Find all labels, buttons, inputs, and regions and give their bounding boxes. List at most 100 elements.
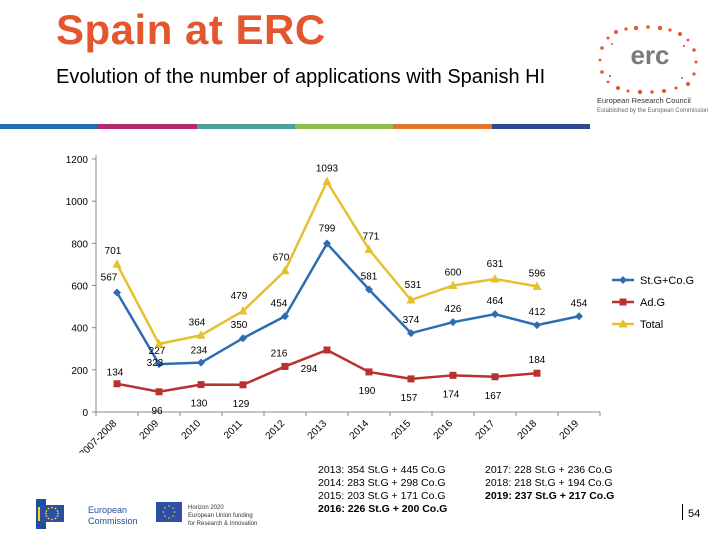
data-point	[239, 334, 247, 343]
note-line: 2019: 237 St.G + 217 Co.G	[485, 490, 615, 502]
erc-logo-icon	[598, 25, 698, 95]
data-point	[281, 312, 289, 321]
data-point	[407, 329, 415, 338]
data-label: 670	[273, 253, 290, 264]
data-point	[406, 295, 416, 304]
data-label: 412	[529, 307, 546, 318]
data-point	[365, 285, 373, 294]
footer-logos: European Commission Horizon 2020 Europea…	[36, 499, 257, 529]
data-label: 234	[191, 346, 208, 357]
note-line: 2017: 228 St.G + 236 Co.G	[485, 464, 613, 476]
page-number: 54	[688, 508, 701, 520]
commission-line2: Commission	[88, 516, 138, 526]
data-label: 323	[147, 358, 164, 369]
data-label: 454	[571, 298, 588, 309]
legend-marker	[618, 319, 628, 328]
data-label: 157	[401, 393, 418, 404]
logo-tagline: Established by the European Commission	[597, 108, 709, 114]
page-divider	[682, 504, 683, 520]
data-point	[449, 371, 457, 379]
slide-title: Spain at ERC	[56, 6, 326, 53]
data-label: 364	[189, 317, 206, 328]
data-point	[238, 306, 248, 315]
data-point	[533, 369, 541, 377]
data-label: 464	[487, 296, 504, 307]
series-line-total	[115, 178, 538, 346]
data-label: 174	[443, 389, 460, 400]
legend-marker	[619, 276, 627, 284]
data-point	[575, 312, 583, 321]
data-point	[154, 338, 164, 348]
data-label: 567	[101, 272, 118, 283]
data-point	[112, 259, 122, 268]
data-label: 581	[361, 272, 378, 283]
note-line: 2014: 283 St.G + 298 Co.G	[318, 477, 446, 489]
legend-marker	[619, 298, 627, 306]
data-label: 129	[233, 399, 250, 410]
y-tick-label: 800	[71, 239, 88, 250]
data-label: 374	[403, 315, 420, 326]
notes-right: 2017: 228 St.G + 236 Co.G 2018: 218 St.G …	[485, 464, 614, 503]
data-label: 350	[231, 320, 248, 331]
data-point	[113, 288, 121, 297]
data-point	[196, 330, 206, 339]
data-point	[197, 381, 205, 389]
slide-subtitle: Evolution of the number of applications …	[56, 66, 546, 88]
note-line: 2013: 354 St.G + 445 Co.G	[318, 464, 446, 476]
legend-label: Ad.G	[640, 297, 665, 309]
y-tick-label: 600	[71, 282, 88, 293]
x-tick-label: 2012	[264, 418, 288, 442]
data-point	[449, 318, 457, 327]
data-label: 227	[149, 346, 166, 357]
data-label: 134	[107, 368, 124, 379]
x-tick-label: 2009	[138, 418, 162, 442]
notes-left: 2013: 354 St.G + 445 Co.G 2014: 283 St.G …	[318, 464, 447, 516]
data-point	[155, 388, 163, 396]
data-label: 479	[231, 291, 248, 302]
color-bar-segment	[0, 124, 99, 129]
legend-label: Total	[640, 319, 663, 331]
data-label: 531	[405, 280, 422, 291]
data-label: 167	[485, 391, 502, 402]
data-label: 701	[105, 246, 122, 257]
logo-word: erc	[630, 40, 670, 70]
data-point	[365, 368, 373, 376]
y-tick-label: 400	[71, 324, 88, 335]
x-tick-label: 2013	[306, 418, 330, 442]
note-line: 2018: 218 St.G + 194 Co.G	[485, 477, 613, 489]
series-line-ad-g	[116, 348, 538, 394]
horizon-line3: for Research & Innovation	[188, 521, 257, 527]
x-tick-label: 2019	[558, 418, 582, 442]
data-point	[491, 310, 499, 319]
x-tick-label: 2011	[222, 418, 245, 441]
data-point	[155, 360, 163, 369]
y-tick-label: 200	[71, 366, 88, 377]
data-label: 96	[151, 406, 163, 417]
data-point	[239, 381, 247, 389]
data-point	[491, 373, 499, 381]
data-point	[280, 265, 290, 275]
color-bar-segment	[491, 124, 591, 129]
data-label: 294	[301, 364, 318, 375]
color-bar-segment	[393, 124, 493, 129]
data-label: 799	[319, 224, 336, 235]
y-tick-label: 0	[82, 408, 88, 419]
line-chart: 0 200 400 600 800 1000 1200 2007-2008 2009 2010 20…	[66, 155, 694, 453]
data-label: 600	[445, 268, 462, 279]
x-tick-label: 2017	[474, 418, 498, 442]
color-bar-segment	[196, 124, 296, 129]
data-label: 130	[191, 399, 208, 410]
note-line: 2016: 226 St.G + 200 Co.G	[318, 503, 448, 515]
data-point	[364, 244, 374, 253]
color-bar-segment	[98, 124, 198, 129]
data-point	[533, 321, 541, 330]
y-tick-label: 1000	[66, 197, 89, 208]
x-tick-label: 2015	[390, 418, 414, 442]
data-point	[197, 358, 205, 367]
data-label: 631	[487, 259, 504, 270]
data-point	[323, 346, 331, 354]
data-point	[532, 281, 542, 290]
logo-organisation-name: European Research Council	[597, 96, 691, 105]
commission-line1: European	[88, 505, 127, 515]
note-line: 2015: 203 St.G + 171 Co.G	[318, 490, 446, 502]
